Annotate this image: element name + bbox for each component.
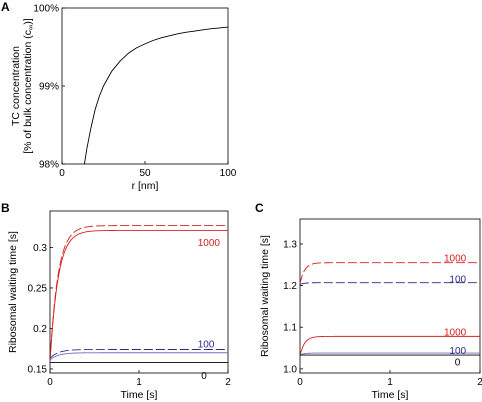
chart-b-y-tick-label: 0.3	[33, 243, 47, 254]
chart-c-series-annotation: 1000	[444, 328, 467, 339]
chart-c-x-tick-label: 2	[477, 377, 482, 388]
chart-a-series-line-1	[83, 26, 228, 164]
chart-c-y-tick-label: 1.2	[283, 281, 297, 292]
chart-c-y-tick-label: 1.0	[283, 364, 297, 375]
chart-b-series-annotation: 0	[201, 371, 207, 382]
chart-c-plot-area	[300, 262, 480, 356]
chart-b-plot-area	[50, 225, 228, 363]
chart-a-y-axis-label: TC concentration	[10, 46, 22, 126]
chart-b-y-tick-label: 0.25	[28, 283, 48, 294]
chart-a-x-tick-label: 0	[59, 168, 65, 179]
chart-c-y-axis-label: Ribosomal waiting time [s]	[259, 235, 271, 357]
chart-c-series-line-4	[300, 352, 480, 356]
chart-a-x-tick-label: 100	[220, 168, 237, 179]
panel-label-a: A	[1, 0, 10, 14]
panel-label-b: B	[1, 201, 10, 215]
chart-b-y-tick-label: 0.15	[28, 364, 48, 375]
chart-c-series-line-3	[300, 335, 480, 356]
chart-c-series-line-2	[300, 282, 480, 285]
chart-a-x-axis-label: r [nm]	[132, 180, 159, 192]
chart-b-y-tick-label: 0.2	[33, 324, 47, 335]
chart-panel-b: 0 1 2 0.15 0.2 0.25 0.3 Time [s] Ribosomal waiti…	[7, 210, 231, 401]
chart-a-y-tick-label: 99%	[39, 82, 59, 93]
chart-b-x-tick-label: 1	[136, 377, 142, 388]
chart-b-series-line-2	[50, 229, 228, 363]
chart-a-y-tick-label: 100%	[33, 4, 59, 15]
chart-c-series-annotation: 100	[449, 274, 466, 285]
chart-c-series-annotation: 100	[449, 346, 466, 357]
chart-a-y-tick-label: 98%	[39, 160, 59, 171]
chart-b-series-annotation: 100	[198, 339, 215, 350]
chart-c-series-line-1	[300, 262, 480, 284]
chart-a-plot-area	[83, 26, 228, 164]
chart-b-x-tick-label: 2	[225, 377, 231, 388]
chart-c-x-tick-label: 0	[297, 377, 303, 388]
chart-c-x-tick-label: 1	[387, 377, 393, 388]
chart-a-x-tick-label: 50	[139, 168, 151, 179]
panel-label-c: C	[255, 201, 264, 215]
chart-b-x-axis-label: Time [s]	[121, 389, 158, 401]
chart-c-y-tick-label: 1.1	[283, 323, 297, 334]
chart-a-y-axis-label-units: [% of bulk concentration (c∞)]	[22, 18, 35, 154]
chart-panel-a: 0 50 100 98% 99% 100% r [nm] TC concentration [%…	[10, 4, 237, 193]
chart-b-series-line-4	[50, 352, 228, 361]
chart-panel-c: 0 1 2 1.0 1.1 1.2 1.3 Time [s] Ribosomal waiting…	[259, 218, 482, 401]
chart-c-x-axis-label: Time [s]	[372, 389, 409, 401]
chart-a-frame	[61, 7, 229, 165]
chart-c-series-annotation: 0	[455, 357, 461, 368]
chart-b-series-line-1	[50, 225, 228, 361]
chart-c-y-tick-label: 1.3	[283, 239, 297, 250]
chart-b-y-axis-label: Ribosomal waiting time [s]	[7, 231, 19, 353]
chart-b-x-tick-label: 0	[47, 377, 53, 388]
chart-c-series-annotation: 1000	[444, 254, 467, 265]
chart-b-series-annotation: 1000	[198, 238, 221, 249]
chart-b-series-line-3	[50, 349, 228, 359]
